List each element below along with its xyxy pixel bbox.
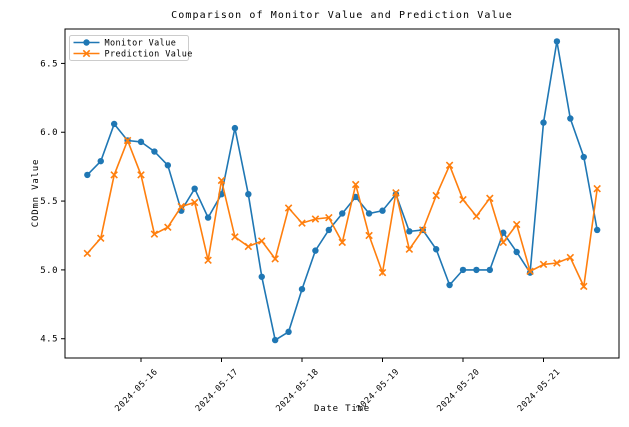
monitor-value-point bbox=[580, 153, 587, 161]
legend-label-prediction-value: Prediction Value bbox=[105, 50, 193, 60]
monitor-value-point bbox=[459, 266, 467, 274]
chart-title: Comparison of Monitor Value and Predicti… bbox=[171, 10, 513, 21]
y-tick-label: 4.5 bbox=[40, 335, 58, 345]
prediction-value-point bbox=[150, 230, 159, 238]
monitor-value-point bbox=[473, 266, 480, 274]
monitor-value-point bbox=[486, 266, 494, 274]
monitor-value-point bbox=[191, 185, 198, 192]
monitor-value-point bbox=[432, 246, 440, 253]
prediction-value-point bbox=[244, 242, 253, 251]
prediction-value-point bbox=[123, 136, 132, 145]
prediction-value-point bbox=[593, 184, 601, 193]
monitor-value-point bbox=[271, 336, 279, 344]
monitor-value-point bbox=[245, 190, 252, 198]
prediction-value-point bbox=[177, 202, 186, 211]
prediction-value-point bbox=[271, 255, 279, 263]
prediction-value-point bbox=[311, 215, 320, 223]
prediction-value-point bbox=[257, 237, 266, 245]
prediction-value-point bbox=[486, 194, 494, 203]
monitor-value-point bbox=[151, 148, 158, 155]
y-tick-label: 6.0 bbox=[40, 128, 58, 138]
prediction-value-point bbox=[418, 226, 427, 234]
prediction-value-point bbox=[338, 238, 347, 247]
prediction-value-point bbox=[405, 245, 414, 254]
prediction-value-point bbox=[204, 256, 212, 265]
prediction-value-point bbox=[325, 213, 333, 222]
monitor-value-point bbox=[298, 285, 306, 293]
monitor-value-point bbox=[365, 210, 373, 217]
prediction-value-point bbox=[298, 219, 306, 227]
monitor-value-point bbox=[204, 214, 212, 221]
legend-marker-circle-icon bbox=[83, 39, 90, 46]
monitor-value-point bbox=[446, 281, 453, 289]
monitor-value-point bbox=[593, 226, 601, 234]
monitor-value-point bbox=[540, 119, 547, 126]
y-axis-label: CODmn Value bbox=[31, 158, 41, 228]
prediction-value-point bbox=[137, 171, 145, 179]
prediction-value-point bbox=[432, 191, 440, 200]
prediction-value-point bbox=[351, 180, 360, 189]
prediction-value-point bbox=[499, 238, 508, 247]
y-tick-label: 5.0 bbox=[40, 266, 58, 276]
monitor-value-line bbox=[86, 41, 598, 342]
monitor-value-point bbox=[84, 171, 91, 179]
prediction-value-point bbox=[512, 220, 521, 229]
prediction-value-point bbox=[217, 176, 226, 185]
monitor-value-point bbox=[567, 115, 574, 122]
prediction-value-point bbox=[553, 259, 561, 267]
prediction-value-point bbox=[284, 204, 293, 212]
monitor-value-point bbox=[339, 210, 346, 217]
prediction-value-point bbox=[83, 249, 92, 258]
prediction-value-point bbox=[378, 268, 387, 277]
prediction-value-point bbox=[526, 267, 534, 276]
monitor-value-point bbox=[258, 273, 265, 280]
monitor-value-point bbox=[164, 162, 172, 169]
prediction-value-point bbox=[579, 282, 588, 291]
monitor-value-point bbox=[110, 120, 118, 128]
y-tick-label: 5.5 bbox=[40, 197, 58, 207]
axes-frame bbox=[64, 28, 620, 359]
x-axis-label: Date Time bbox=[314, 404, 370, 414]
monitor-value-point bbox=[312, 247, 319, 254]
monitor-value-point bbox=[352, 193, 359, 201]
monitor-value-point bbox=[553, 38, 561, 45]
prediction-value-point bbox=[392, 189, 400, 197]
prediction-value-point bbox=[445, 161, 454, 170]
prediction-value-point bbox=[459, 195, 467, 204]
monitor-value-point bbox=[406, 228, 413, 235]
monitor-value-point bbox=[379, 207, 386, 214]
prediction-value-point bbox=[96, 234, 105, 243]
y-tick-label: 6.5 bbox=[40, 59, 58, 69]
prediction-value-point bbox=[190, 198, 199, 207]
monitor-value-point bbox=[325, 226, 333, 234]
legend-marker-x-icon bbox=[82, 49, 91, 58]
monitor-value-point bbox=[285, 328, 292, 336]
prediction-value-point bbox=[110, 171, 118, 179]
monitor-value-point bbox=[97, 157, 104, 165]
monitor-value-point bbox=[231, 124, 239, 132]
prediction-value-point bbox=[231, 233, 239, 241]
prediction-value-point bbox=[566, 253, 575, 262]
prediction-value-point bbox=[365, 231, 373, 240]
prediction-value-point bbox=[472, 212, 481, 220]
prediction-value-point bbox=[539, 260, 548, 269]
monitor-value-point bbox=[513, 248, 520, 256]
legend-label-monitor-value: Monitor Value bbox=[105, 39, 177, 49]
prediction-value-point bbox=[164, 223, 172, 231]
monitor-value-point bbox=[137, 138, 145, 146]
